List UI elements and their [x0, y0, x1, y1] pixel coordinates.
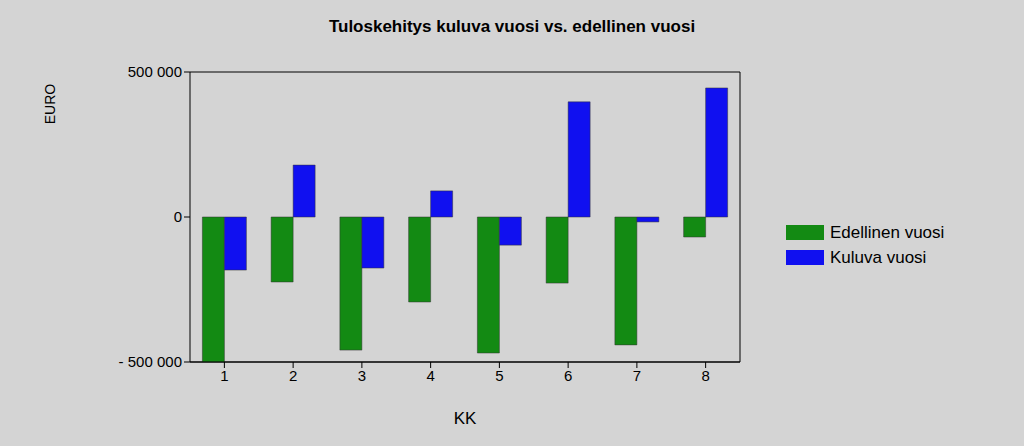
svg-text:7: 7 [633, 367, 641, 384]
svg-text:8: 8 [701, 367, 709, 384]
svg-text:1: 1 [220, 367, 228, 384]
svg-text:500 000: 500 000 [128, 63, 182, 80]
svg-text:5: 5 [495, 367, 503, 384]
svg-text:3: 3 [358, 367, 366, 384]
html-text:Tuloskehitys kuluva vuosi vs.: Tuloskehitys kuluva vuosi vs. edellinen … [328, 17, 696, 36]
svg-text:4: 4 [426, 367, 434, 384]
svg-text:0: 0 [174, 208, 182, 225]
html-text:EURO: EURO [42, 83, 59, 125]
html-text:Kuluva vuosi: Kuluva vuosi [830, 247, 927, 267]
svg-text:- 500 000: - 500 000 [119, 353, 182, 370]
svg-text:2: 2 [289, 367, 297, 384]
svg-text:KK: KK [454, 409, 477, 428]
html-text:Edellinen vuosi: Edellinen vuosi [830, 222, 945, 242]
svg-text:6: 6 [564, 367, 572, 384]
